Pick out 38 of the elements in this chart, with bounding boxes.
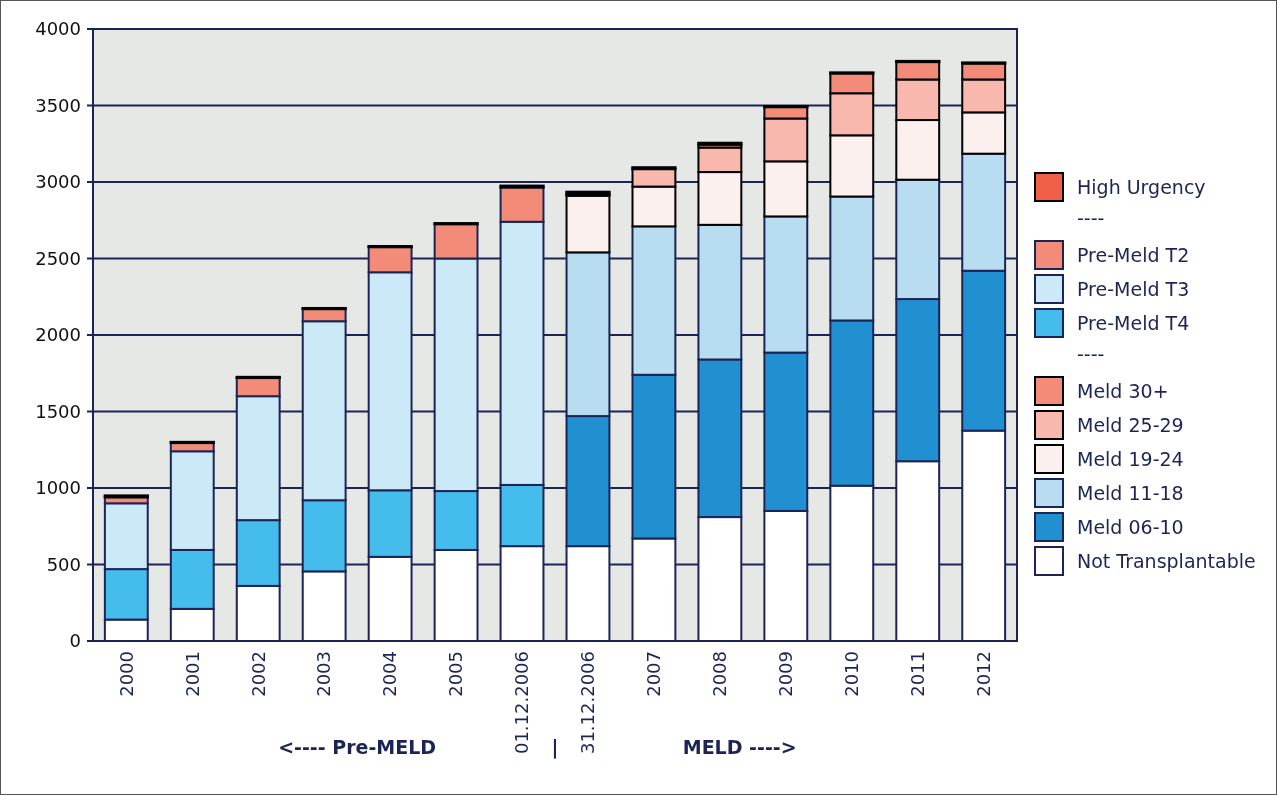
x-tick-label: 2003 xyxy=(313,651,335,697)
y-tick-label: 1500 xyxy=(35,400,81,422)
x-tick-label: 2011 xyxy=(907,651,929,697)
x-tick-label: 2005 xyxy=(445,651,467,697)
y-tick-label: 4000 xyxy=(35,18,81,40)
legend-label: High Urgency xyxy=(1077,176,1206,198)
legend-label: Meld 19-24 xyxy=(1077,448,1184,470)
text: | xyxy=(551,736,559,759)
legend-label: Pre-Meld T4 xyxy=(1077,312,1190,334)
y-tick-label: 3000 xyxy=(35,171,81,193)
legend-label: Pre-Meld T2 xyxy=(1077,244,1190,266)
text: MELD ----> xyxy=(682,736,797,758)
x-tick-label: 2000 xyxy=(115,651,137,697)
text: ---- xyxy=(1077,343,1105,365)
x-tick-label: 2002 xyxy=(247,651,269,697)
y-tick-label: 2500 xyxy=(35,247,81,269)
legend-label: Not Transplantable xyxy=(1077,550,1256,572)
x-tick-label: 01.12.2006 xyxy=(511,651,533,755)
x-tick-label: 2009 xyxy=(775,651,797,697)
y-tick-label: 2000 xyxy=(35,324,81,346)
x-tick-label: 2008 xyxy=(709,651,731,697)
y-tick-label: 3500 xyxy=(35,94,81,116)
y-tick-label: 500 xyxy=(46,553,81,575)
legend-label: Meld 30+ xyxy=(1077,380,1169,402)
legend-label: Meld 11-18 xyxy=(1077,482,1184,504)
legend-label: Meld 06-10 xyxy=(1077,516,1184,538)
legend-label: Meld 25-29 xyxy=(1077,414,1184,436)
text: <---- Pre-MELD xyxy=(278,736,437,758)
x-tick-label: 2001 xyxy=(181,651,203,697)
y-tick-label: 0 xyxy=(69,630,81,652)
y-tick-label: 1000 xyxy=(35,477,81,499)
x-tick-label: 2007 xyxy=(643,651,665,697)
legend-label: Pre-Meld T3 xyxy=(1077,278,1190,300)
x-tick-label: 2004 xyxy=(379,651,401,697)
x-tick-label: 31.12.2006 xyxy=(577,651,599,755)
text: ---- xyxy=(1077,207,1105,229)
x-tick-label: 2012 xyxy=(972,651,994,697)
x-tick-label: 2010 xyxy=(841,651,863,697)
